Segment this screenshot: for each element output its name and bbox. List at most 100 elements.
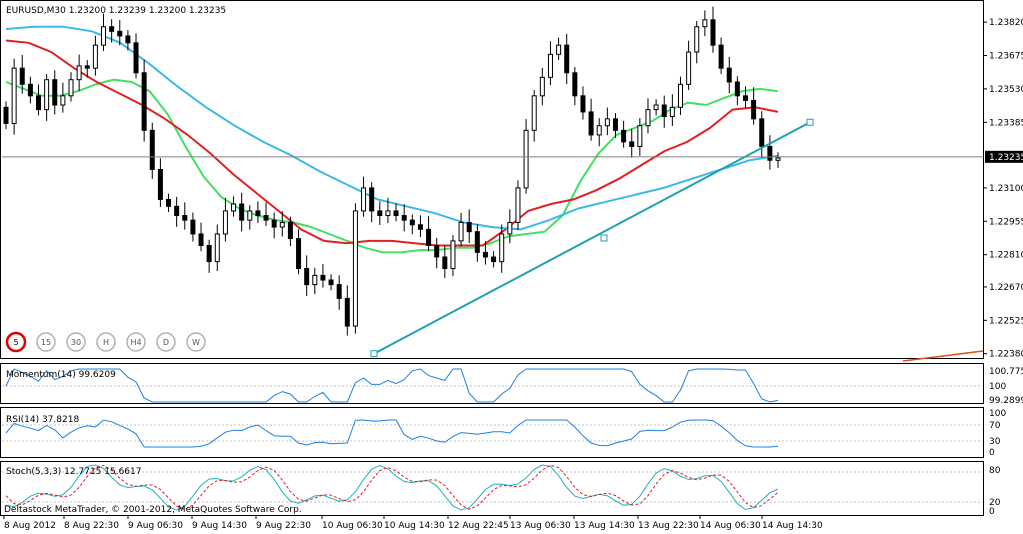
- timeframe-button-label: H: [103, 338, 109, 347]
- trendline-line: [373, 121, 811, 355]
- candle-body: [726, 67, 732, 83]
- timeframe-button-ring: [5, 331, 27, 353]
- timeframe-button-H[interactable]: H: [96, 332, 116, 352]
- price-tick-label: 1.22955: [989, 217, 1023, 227]
- candle-body: [247, 210, 253, 221]
- candle-body: [352, 210, 358, 327]
- timeframe-button-5[interactable]: 5: [5, 331, 27, 353]
- main-panel-frame: [0, 0, 984, 359]
- candle-body: [742, 95, 748, 101]
- candle-body: [621, 129, 627, 143]
- candle-body: [612, 118, 618, 131]
- timeframe-button-label: 30: [71, 338, 81, 347]
- rsi-tick-label: 70: [989, 421, 1001, 431]
- candle-body: [734, 81, 740, 97]
- rsi-tick-label: 30: [989, 437, 1001, 447]
- timeframe-button-D[interactable]: D: [156, 332, 176, 352]
- candle-body: [661, 104, 667, 118]
- momentum-panel-frame: [0, 363, 984, 404]
- candle-body: [68, 79, 74, 97]
- candle-body: [174, 205, 180, 217]
- candle-body: [52, 79, 58, 106]
- candle-body: [231, 203, 237, 212]
- timeframe-button-ring: [156, 332, 176, 352]
- timeframe-button-label: W: [192, 338, 200, 347]
- rsi-tick-label: 0: [989, 448, 995, 458]
- orange-line: [902, 350, 984, 362]
- candle-body: [531, 95, 537, 131]
- momentum-tick-label: 100.775: [989, 367, 1023, 377]
- momentum-tick-label: 99.2899: [989, 396, 1023, 406]
- candle-body: [507, 221, 513, 235]
- stoch-main-line: [5, 464, 779, 511]
- candle-body: [539, 76, 545, 97]
- candle-body: [271, 219, 277, 228]
- timeframe-buttons[interactable]: 5 15 30 H H4 D W: [5, 331, 206, 353]
- candle-body: [19, 67, 25, 85]
- candle-body: [710, 19, 716, 46]
- time-tick-label: 10 Aug 14:30: [384, 521, 445, 531]
- candle-body: [44, 79, 50, 111]
- chart-header: EURUSD,M30 1.23200 1.23239 1.23200 1.232…: [6, 6, 226, 16]
- candle-body: [182, 215, 188, 221]
- rsi-tick-label: 100: [989, 409, 1006, 419]
- candle-body: [767, 145, 773, 161]
- timeframe-button-label: 15: [41, 338, 51, 347]
- time-tick-label: 10 Aug 06:30: [322, 521, 383, 531]
- candle-body: [450, 240, 456, 270]
- candle-body: [11, 67, 17, 124]
- candle-body: [263, 215, 269, 221]
- candle-body: [279, 221, 285, 228]
- price-tick-label: 1.23385: [989, 118, 1023, 128]
- price-tick-label: 1.22525: [989, 316, 1023, 326]
- candle-body: [491, 256, 497, 263]
- current-price-box: [985, 150, 1023, 163]
- candle-body: [653, 104, 659, 111]
- trendline-handle: [806, 118, 814, 126]
- momentum-label: Momentum(14) 99.6209: [6, 370, 116, 380]
- candle-body: [385, 210, 391, 217]
- price-tick-label: 1.23100: [989, 184, 1023, 194]
- momentum-line: [5, 368, 779, 403]
- trendline-handle: [600, 234, 608, 242]
- time-tick-label: 9 Aug 14:30: [192, 521, 247, 531]
- trendline: [370, 118, 814, 358]
- candle-body: [36, 95, 42, 111]
- candle-body: [547, 53, 553, 78]
- candle-body: [117, 30, 123, 37]
- price-tick-label: 1.22380: [989, 350, 1023, 360]
- candle-body: [393, 210, 399, 217]
- candle-body: [312, 274, 318, 286]
- candle-body: [27, 83, 33, 97]
- candle-body: [222, 210, 228, 235]
- timeframe-button-ring: [36, 332, 56, 352]
- candle-body: [775, 157, 781, 161]
- candle-body: [141, 72, 147, 131]
- candle-body: [239, 203, 245, 221]
- candle-body: [344, 297, 350, 327]
- candle-body: [645, 109, 651, 127]
- candle-body: [669, 106, 675, 118]
- candle-body: [336, 284, 342, 299]
- timeframe-button-ring: [126, 332, 146, 352]
- candle-body: [304, 268, 310, 286]
- candle-body: [751, 99, 757, 120]
- candle-body: [564, 44, 570, 74]
- timeframe-button-15[interactable]: 15: [36, 332, 56, 352]
- timeframe-button-label: 5: [13, 338, 18, 347]
- candle-body: [759, 118, 765, 147]
- rsi-line: [5, 419, 779, 448]
- candle-body: [515, 187, 521, 223]
- timeframe-button-H4[interactable]: H4: [126, 332, 146, 352]
- candle-body: [369, 187, 375, 212]
- timeframe-button-30[interactable]: 30: [66, 332, 86, 352]
- candle-body: [166, 198, 172, 207]
- stoch-tick-label: 80: [989, 466, 1001, 476]
- timeframe-button-W[interactable]: W: [186, 332, 206, 352]
- candle-body: [686, 51, 692, 85]
- candle-body: [3, 106, 9, 124]
- candle-body: [92, 44, 98, 69]
- candle-body: [637, 125, 643, 147]
- momentum-tick-label: 100: [989, 382, 1006, 392]
